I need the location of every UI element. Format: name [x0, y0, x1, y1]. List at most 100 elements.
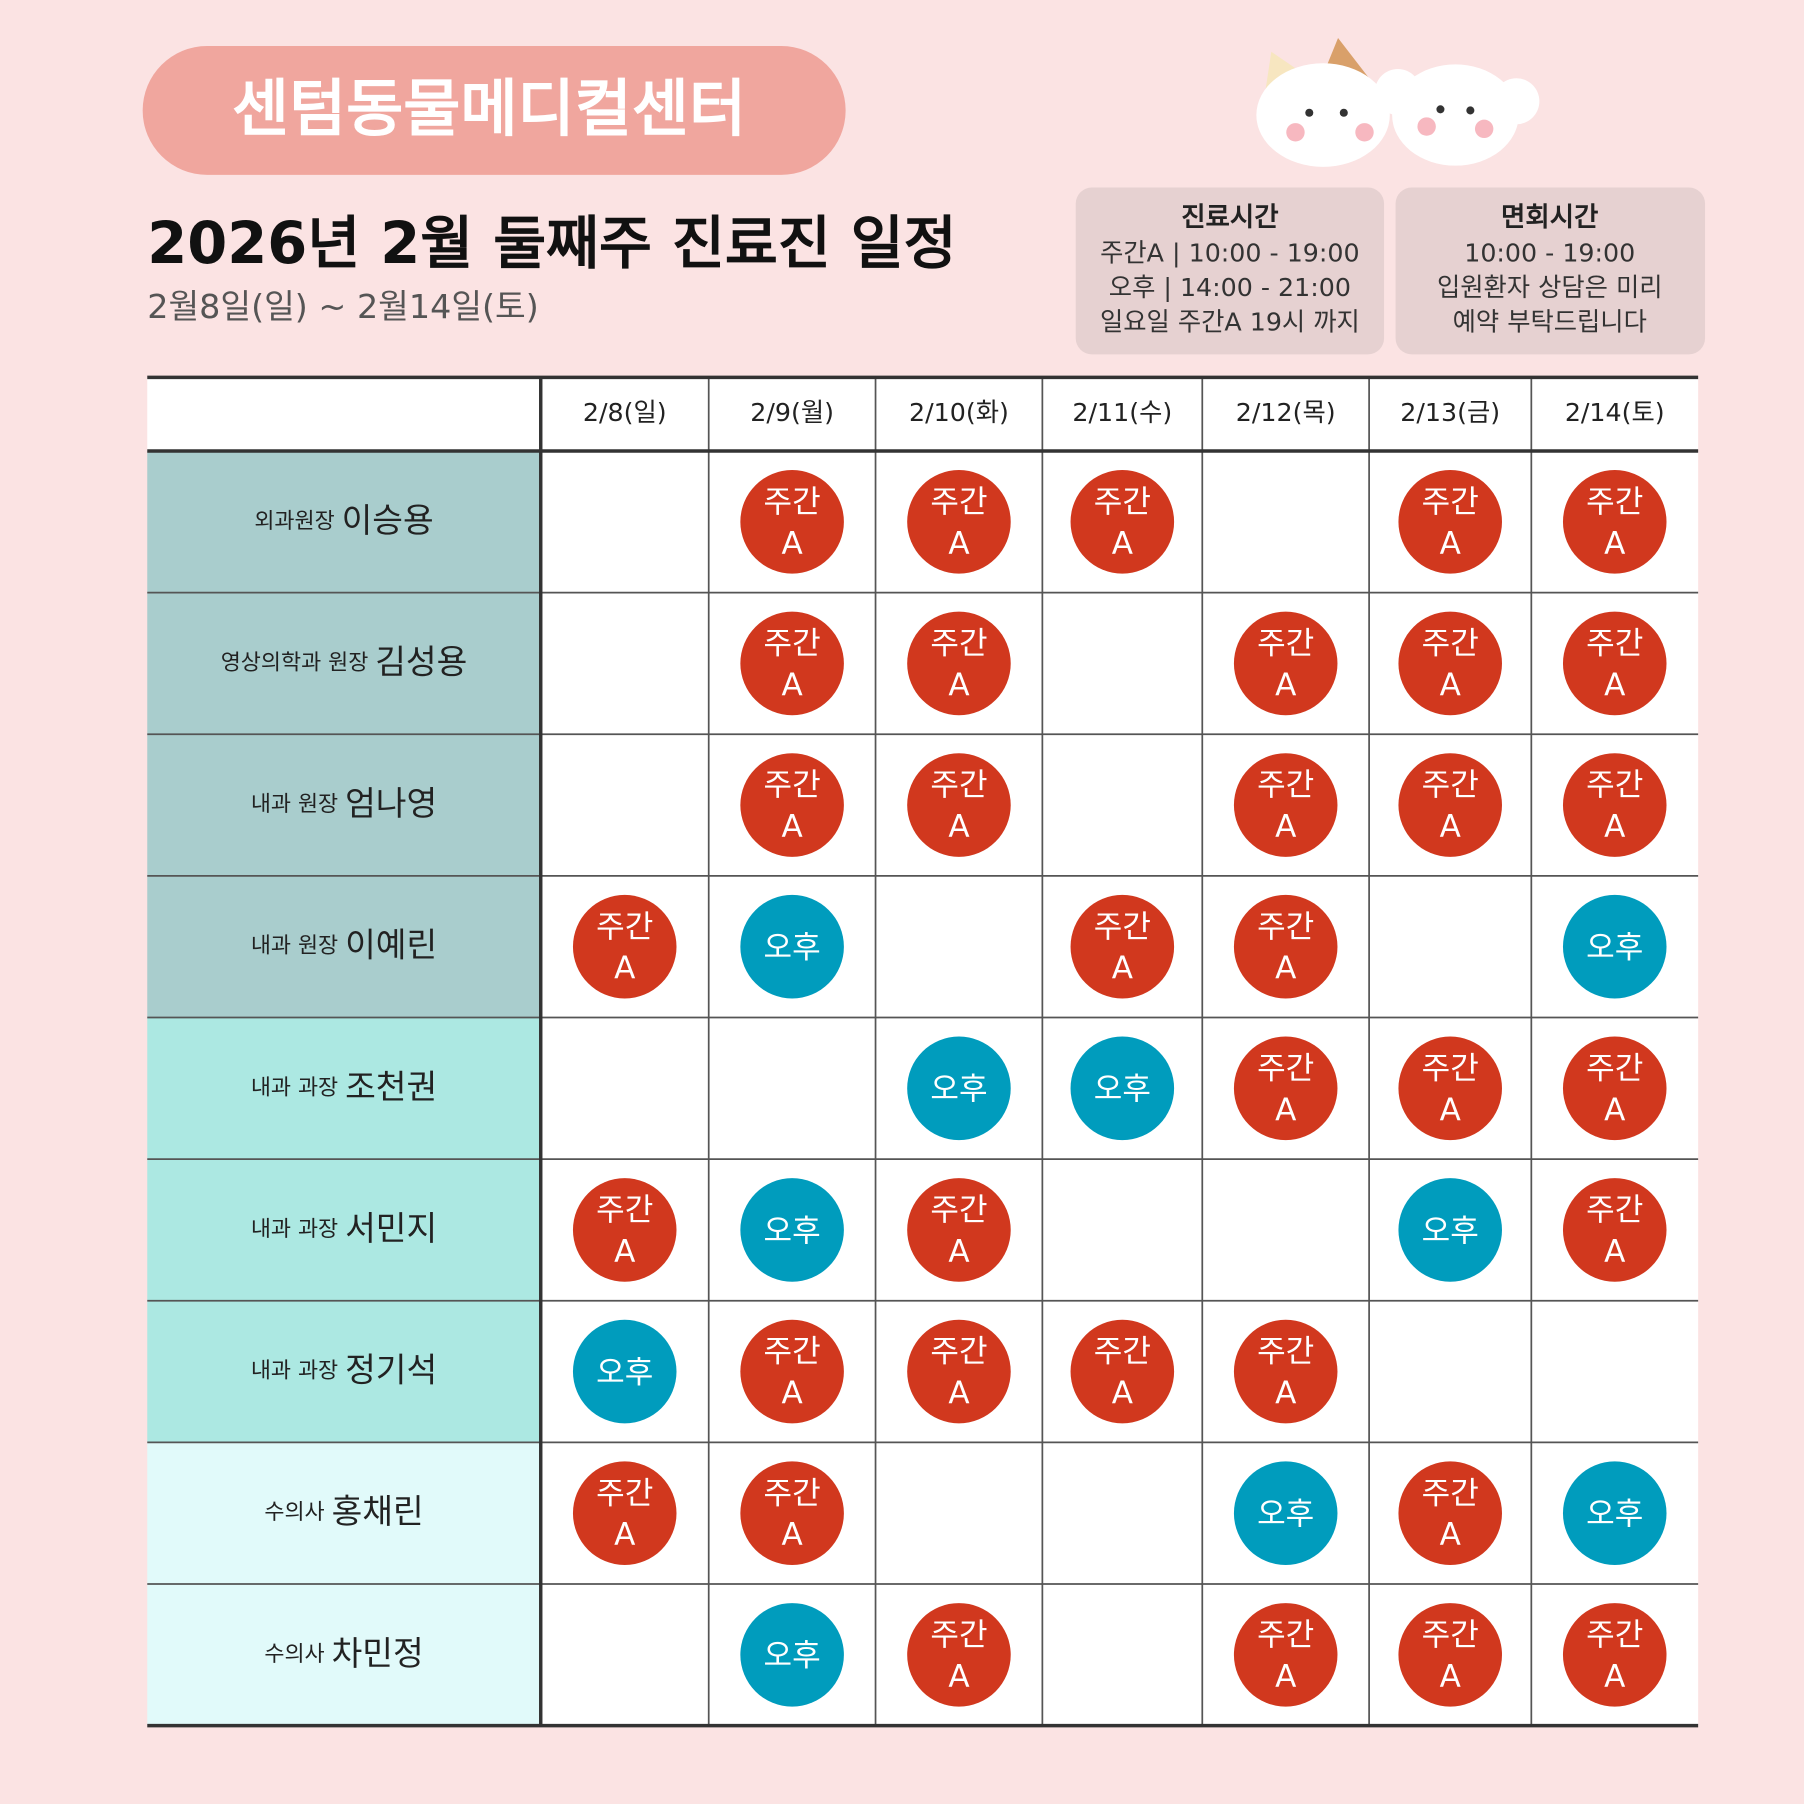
shift-text: A — [1275, 1092, 1296, 1128]
name-cell — [147, 1159, 541, 1301]
shift-text: A — [782, 1517, 803, 1553]
shift-badge — [1398, 1603, 1502, 1707]
badge-text: 센텀동물메디컬센터 — [232, 72, 746, 145]
shift-badge — [740, 611, 844, 716]
shift-text: A — [1604, 1092, 1625, 1128]
shift-badge — [907, 611, 1011, 716]
cheek — [1474, 119, 1494, 139]
shift-badge — [907, 1178, 1011, 1282]
shift-text: 오후 — [764, 930, 821, 966]
doctor-role: 내과 원장 — [251, 792, 338, 817]
name-cell — [147, 1584, 541, 1726]
shift-text: 주간 — [1257, 768, 1314, 804]
doctor-label: 외과원장 이승용 — [254, 500, 433, 539]
shift-text: A — [948, 667, 969, 703]
shift-text: A — [948, 526, 969, 562]
date-header: 2/13(금) — [1400, 398, 1500, 427]
dog-face — [1392, 64, 1519, 166]
doctor-label: 영상의학과 원장 김성용 — [221, 642, 468, 681]
name-cell — [147, 734, 541, 876]
shift-badge — [1562, 1603, 1667, 1707]
doctor-label: 수의사 차민정 — [264, 1633, 423, 1672]
info-box — [1395, 187, 1706, 355]
shift-text: 주간 — [1257, 1051, 1314, 1087]
cheek — [1286, 123, 1305, 142]
shift-badge — [1233, 1319, 1338, 1424]
shift-badge — [1070, 470, 1175, 574]
shift-badge — [1233, 753, 1338, 857]
row-cells — [540, 1442, 1699, 1585]
shift-text: A — [1275, 951, 1296, 987]
shift-text: 주간 — [1586, 768, 1643, 804]
shift-text: 주간 — [930, 1193, 987, 1229]
shift-badge — [907, 1603, 1011, 1707]
shift-text: 오후 — [1586, 930, 1643, 966]
shift-badge — [1233, 611, 1338, 716]
shift-text: 주간 — [596, 909, 653, 945]
shift-badge — [1070, 1319, 1175, 1424]
shift-text: 주간 — [1586, 1193, 1643, 1229]
shift-text: A — [1440, 809, 1461, 845]
shift-badge — [1398, 470, 1502, 574]
shift-text: A — [1112, 1376, 1133, 1412]
shift-text: A — [948, 1234, 969, 1270]
shift-text: 주간 — [1422, 1617, 1479, 1653]
name-cell — [147, 1300, 541, 1443]
date-header: 2/10(화) — [909, 398, 1009, 427]
shift-text: A — [614, 1234, 635, 1270]
shift-text: A — [782, 809, 803, 845]
name-cell — [147, 451, 541, 593]
shift-text: 오후 — [1257, 1497, 1314, 1533]
shift-text: 주간 — [930, 1334, 987, 1370]
row-cells — [540, 1584, 1699, 1726]
shift-text: 주간 — [764, 1334, 821, 1370]
header-row — [147, 377, 1699, 451]
name-cell — [147, 875, 541, 1018]
shift-badge — [740, 1461, 844, 1565]
doctor-role: 외과원장 — [254, 509, 334, 534]
shift-badge — [907, 1319, 1011, 1424]
shift-text: 주간 — [1586, 626, 1643, 662]
shift-text: A — [1604, 526, 1625, 562]
shift-text: A — [1275, 809, 1296, 845]
doctor-name: 이승용 — [342, 500, 434, 539]
shift-badge — [1562, 611, 1667, 716]
shift-text: 오후 — [930, 1072, 987, 1108]
shift-text: 주간 — [1586, 1617, 1643, 1653]
shift-text: 주간 — [1586, 484, 1643, 520]
shift-text: 주간 — [764, 484, 821, 520]
shift-badge — [572, 1178, 677, 1282]
shift-text: A — [782, 526, 803, 562]
shift-badge — [1562, 1461, 1667, 1565]
shift-badge — [1562, 1036, 1667, 1141]
shift-text: A — [1440, 1517, 1461, 1553]
doctor-role: 내과 과장 — [251, 1075, 338, 1100]
shift-badge — [1233, 1036, 1338, 1141]
shift-text: A — [1275, 1659, 1296, 1695]
shift-text: 주간 — [764, 1476, 821, 1512]
shift-text: A — [1275, 667, 1296, 703]
shift-text: A — [1112, 951, 1133, 987]
info-box — [1075, 187, 1385, 355]
shift-text: 오후 — [1094, 1072, 1151, 1108]
shift-badge — [1070, 1036, 1175, 1141]
name-cell — [147, 1017, 541, 1160]
shift-text: 주간 — [1257, 626, 1314, 662]
shift-text: A — [1440, 1092, 1461, 1128]
shift-text: A — [1604, 667, 1625, 703]
doctor-name: 김성용 — [375, 642, 467, 681]
doctor-role: 영상의학과 원장 — [221, 650, 369, 675]
shift-badge — [740, 894, 844, 999]
shift-badge — [740, 753, 844, 857]
page-title: 2026년 2월 둘째주 진료진 일정 — [147, 210, 956, 277]
shift-text: A — [948, 1659, 969, 1695]
shift-text: 오후 — [1422, 1213, 1479, 1249]
shift-text: A — [948, 809, 969, 845]
cheek — [1417, 117, 1436, 136]
name-cell — [147, 592, 541, 735]
shift-text: 주간 — [930, 1617, 987, 1653]
shift-text: A — [782, 1376, 803, 1412]
doctor-label: 내과 원장 이예린 — [251, 925, 437, 964]
mascot — [1256, 37, 1540, 167]
